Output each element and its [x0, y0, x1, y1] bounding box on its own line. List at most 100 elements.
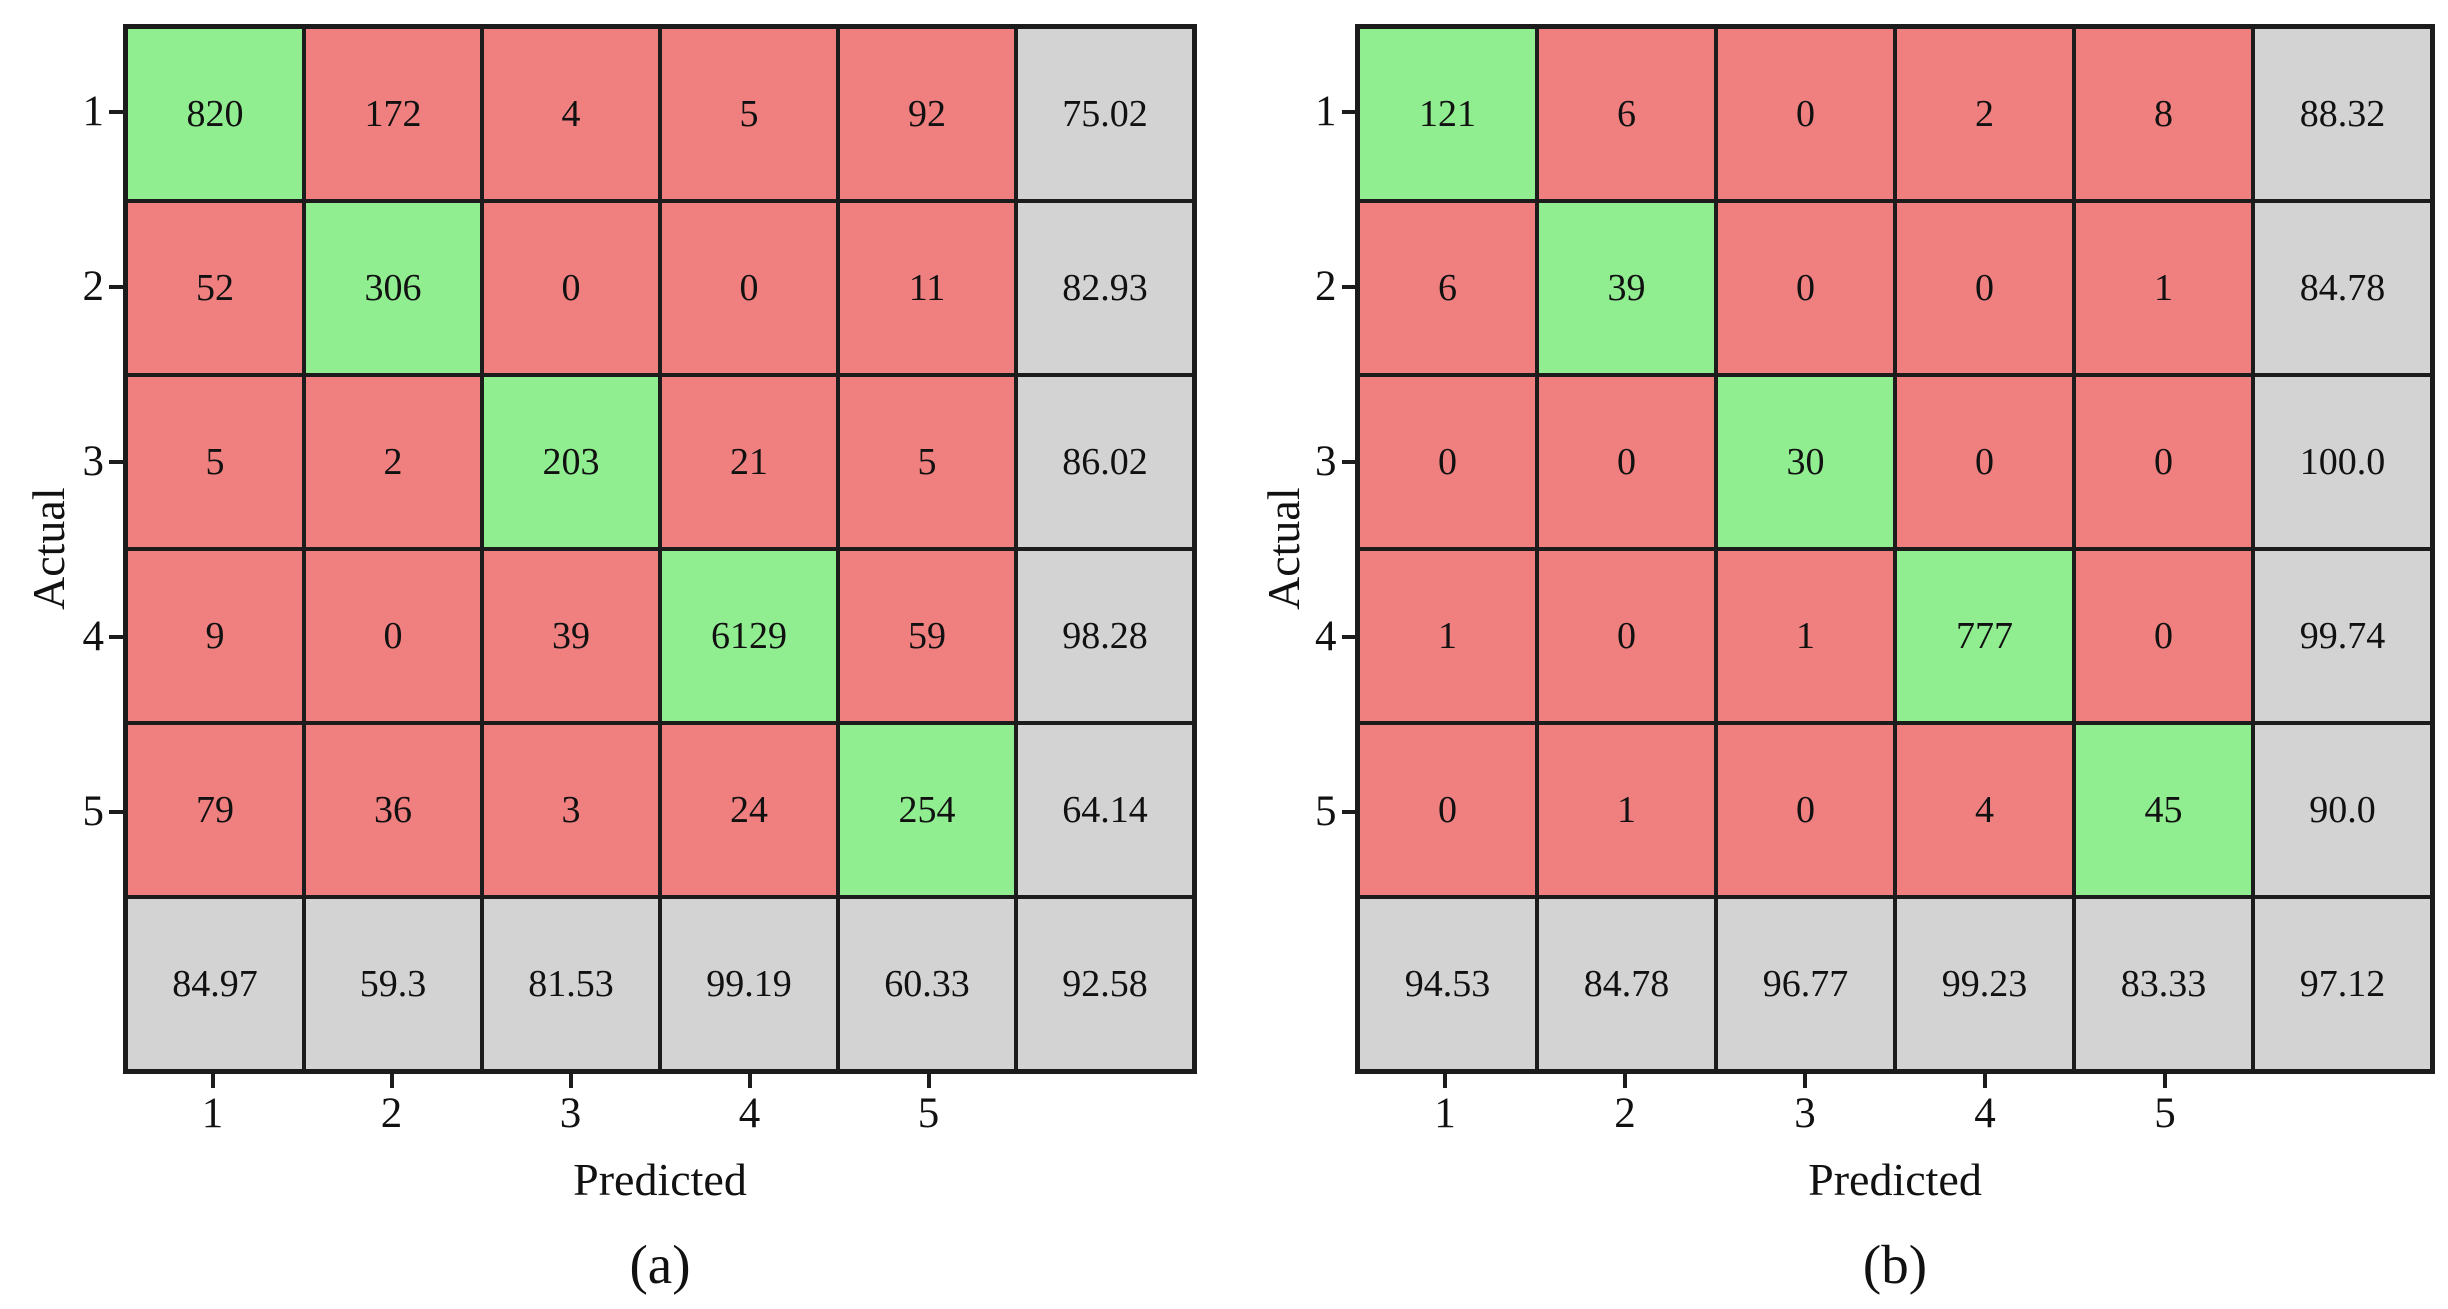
col-accuracy-b-5: 83.33 — [2074, 897, 2253, 1071]
y-axis-label: Actual — [1258, 487, 1309, 611]
matrix-b-cell-r2c2: 39 — [1537, 201, 1716, 375]
matrix-a-cell-r1c4: 5 — [660, 27, 838, 201]
x-tick-label: 3 — [1794, 1090, 1816, 1137]
x-tick-label: 1 — [201, 1090, 224, 1137]
matrix-a-cell-r1c2: 172 — [304, 27, 482, 201]
overall-accuracy-a: 92.58 — [1016, 897, 1194, 1071]
x-tick-label: 3 — [559, 1090, 582, 1137]
x-tick-label: 2 — [1614, 1090, 1636, 1137]
y-tick-label: 3 — [82, 438, 105, 485]
matrix-a-cell-r2c1: 52 — [126, 201, 304, 375]
tick-mark — [1983, 1074, 1987, 1088]
x-tick-a-5: 5 — [839, 1074, 1018, 1148]
row-accuracy-a-3: 86.02 — [1016, 375, 1194, 549]
x-tick-a-1: 1 — [123, 1074, 302, 1148]
row-accuracy-a-4: 98.28 — [1016, 549, 1194, 723]
matrix-a-cell-r3c1: 5 — [126, 375, 304, 549]
matrix-b-cell-r5c5: 45 — [2074, 723, 2253, 897]
matrix-b-cell-r3c5: 0 — [2074, 375, 2253, 549]
tick-mark — [109, 459, 123, 464]
matrix-b-cell-r4c5: 0 — [2074, 549, 2253, 723]
y-tick-a-1: 1 — [80, 24, 123, 199]
matrix-b-cell-r1c1: 121 — [1358, 27, 1537, 201]
matrix-b-cell-r5c2: 1 — [1537, 723, 1716, 897]
row-accuracy-a-5: 64.14 — [1016, 723, 1194, 897]
matrix-a-cell-r1c1: 820 — [126, 27, 304, 201]
x-tick-label: 5 — [917, 1090, 940, 1137]
y-tick-label: 2 — [82, 263, 105, 310]
tick-mark — [1341, 109, 1356, 114]
col-accuracy-b-1: 94.53 — [1358, 897, 1537, 1071]
tick-mark — [1341, 634, 1356, 639]
row-accuracy-b-1: 88.32 — [2253, 27, 2432, 201]
matrix-b-cell-r5c4: 4 — [1895, 723, 2074, 897]
tick-mark — [109, 109, 123, 114]
matrix-grid-a: 820 172 4 5 92 75.02 52 306 0 0 11 82.93 5 2 203 21 5 86.… — [123, 24, 1197, 1074]
panel-caption: (a) — [629, 1234, 691, 1295]
tick-mark — [747, 1074, 752, 1088]
matrix-a-cell-r3c2: 2 — [304, 375, 482, 549]
matrix-a-cell-r5c1: 79 — [126, 723, 304, 897]
matrix-b-cell-r5c1: 0 — [1358, 723, 1537, 897]
matrix-a-cell-r3c5: 5 — [838, 375, 1016, 549]
matrix-b-cell-r1c5: 8 — [2074, 27, 2253, 201]
matrix-b-cell-r4c3: 1 — [1716, 549, 1895, 723]
matrix-a-cell-r5c4: 24 — [660, 723, 838, 897]
y-tick-label: 3 — [1315, 438, 1337, 485]
y-tick-label: 2 — [1315, 263, 1337, 310]
matrix-a-cell-r4c5: 59 — [838, 549, 1016, 723]
x-tick-b-5: 5 — [2075, 1074, 2255, 1148]
matrix-a-cell-r4c3: 39 — [482, 549, 660, 723]
x-tick-label: 1 — [1434, 1090, 1456, 1137]
matrix-a-cell-r2c5: 11 — [838, 201, 1016, 375]
matrix-b-cell-r4c4: 777 — [1895, 549, 2074, 723]
y-axis-ticks: 1 2 3 4 5 — [1315, 24, 1356, 1074]
y-tick-label: 5 — [82, 788, 105, 835]
x-axis-label: Predicted — [1808, 1154, 1982, 1205]
x-tick-label: 5 — [2154, 1090, 2176, 1137]
x-axis-label: Predicted — [573, 1154, 747, 1205]
row-accuracy-a-2: 82.93 — [1016, 201, 1194, 375]
tick-mark — [1341, 459, 1356, 464]
y-axis-ticks: 1 2 3 4 5 — [80, 24, 123, 1074]
y-tick-a-4: 4 — [80, 549, 123, 724]
row-accuracy-b-5: 90.0 — [2253, 723, 2432, 897]
tick-mark — [389, 1074, 394, 1088]
matrix-a-cell-r3c4: 21 — [660, 375, 838, 549]
tick-mark — [1341, 809, 1356, 814]
tick-mark — [1803, 1074, 1807, 1088]
overall-accuracy-b: 97.12 — [2253, 897, 2432, 1071]
y-tick-a-2: 2 — [80, 199, 123, 374]
y-tick-label: 5 — [1315, 788, 1337, 835]
matrix-b-cell-r3c3: 30 — [1716, 375, 1895, 549]
matrix-a-cell-r1c5: 92 — [838, 27, 1016, 201]
col-accuracy-a-5: 60.33 — [838, 897, 1016, 1071]
matrix-a-cell-r5c3: 3 — [482, 723, 660, 897]
matrix-a-cell-r5c5: 254 — [838, 723, 1016, 897]
tick-mark — [109, 284, 123, 289]
tick-mark — [109, 809, 123, 814]
matrix-a-cell-r1c3: 4 — [482, 27, 660, 201]
matrix-a-cell-r2c3: 0 — [482, 201, 660, 375]
x-axis-ticks: 1 2 3 4 5 — [123, 1074, 1197, 1148]
matrix-a-cell-r3c3: 203 — [482, 375, 660, 549]
y-axis-label: Actual — [23, 487, 74, 611]
panel-caption: (b) — [1862, 1234, 1928, 1295]
y-tick-label: 1 — [82, 88, 105, 135]
matrix-b-cell-r4c2: 0 — [1537, 549, 1716, 723]
tick-mark — [109, 634, 123, 639]
matrix-a-cell-r2c4: 0 — [660, 201, 838, 375]
row-accuracy-a-1: 75.02 — [1016, 27, 1194, 201]
matrix-b-cell-r2c4: 0 — [1895, 201, 2074, 375]
row-accuracy-b-3: 100.0 — [2253, 375, 2432, 549]
col-accuracy-b-3: 96.77 — [1716, 897, 1895, 1071]
row-accuracy-b-2: 84.78 — [2253, 201, 2432, 375]
matrix-a-cell-r2c2: 306 — [304, 201, 482, 375]
matrix-b-cell-r1c4: 2 — [1895, 27, 2074, 201]
x-tick-a-3: 3 — [481, 1074, 660, 1148]
tick-mark — [1341, 284, 1356, 289]
col-accuracy-b-2: 84.78 — [1537, 897, 1716, 1071]
y-tick-a-3: 3 — [80, 374, 123, 549]
